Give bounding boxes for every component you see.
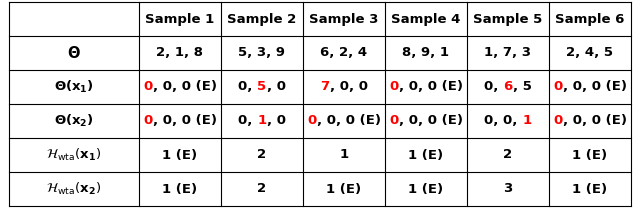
Text: $\mathcal{H}_\mathrm{wta}(\mathbf{x_1})$: $\mathcal{H}_\mathrm{wta}(\mathbf{x_1})$ <box>47 147 102 163</box>
Text: , 0, 0 (E): , 0, 0 (E) <box>152 80 216 94</box>
Text: Sample 3: Sample 3 <box>309 12 379 26</box>
Text: Sample 6: Sample 6 <box>556 12 625 26</box>
Text: , 5: , 5 <box>513 80 532 94</box>
Text: 1 (E): 1 (E) <box>408 182 444 196</box>
Text: Sample 1: Sample 1 <box>145 12 214 26</box>
Text: 5: 5 <box>257 80 267 94</box>
Text: 0: 0 <box>389 80 399 94</box>
Text: 6: 6 <box>504 80 513 94</box>
Text: 1: 1 <box>339 149 349 161</box>
Text: 1 (E): 1 (E) <box>163 182 198 196</box>
Text: 0, 0,: 0, 0, <box>484 114 522 128</box>
Text: 2: 2 <box>257 149 267 161</box>
Text: 2: 2 <box>257 182 267 196</box>
Text: 1 (E): 1 (E) <box>408 149 444 161</box>
Text: 0: 0 <box>307 114 317 128</box>
Text: 8, 9, 1: 8, 9, 1 <box>403 47 449 59</box>
Text: $\mathcal{H}_\mathrm{wta}(\mathbf{x_2})$: $\mathcal{H}_\mathrm{wta}(\mathbf{x_2})$ <box>47 181 102 197</box>
Text: , 0, 0 (E): , 0, 0 (E) <box>152 114 216 128</box>
Text: , 0, 0 (E): , 0, 0 (E) <box>563 114 627 128</box>
Text: $\mathbf{\Theta(x_1)}$: $\mathbf{\Theta(x_1)}$ <box>54 79 94 95</box>
Text: 2, 4, 5: 2, 4, 5 <box>566 47 614 59</box>
Text: 0: 0 <box>143 80 152 94</box>
Text: $\mathbf{\Theta}$: $\mathbf{\Theta}$ <box>67 45 81 61</box>
Text: 7: 7 <box>321 80 330 94</box>
Text: 0: 0 <box>389 114 399 128</box>
Text: 0: 0 <box>554 114 563 128</box>
Text: 2: 2 <box>504 149 513 161</box>
Text: 5, 3, 9: 5, 3, 9 <box>239 47 285 59</box>
Text: , 0, 0 (E): , 0, 0 (E) <box>399 114 463 128</box>
Text: , 0, 0: , 0, 0 <box>330 80 367 94</box>
Text: 1: 1 <box>522 114 532 128</box>
Text: , 0: , 0 <box>267 80 285 94</box>
Text: , 0, 0 (E): , 0, 0 (E) <box>563 80 627 94</box>
Text: 0: 0 <box>554 80 563 94</box>
Text: 1, 7, 3: 1, 7, 3 <box>484 47 531 59</box>
Text: 0: 0 <box>143 114 152 128</box>
Text: Sample 5: Sample 5 <box>474 12 543 26</box>
Text: 1 (E): 1 (E) <box>326 182 362 196</box>
Text: $\mathbf{\Theta(x_2)}$: $\mathbf{\Theta(x_2)}$ <box>54 113 94 129</box>
Text: 6, 2, 4: 6, 2, 4 <box>321 47 367 59</box>
Text: 0,: 0, <box>239 80 257 94</box>
Text: 0,: 0, <box>239 114 257 128</box>
Text: 3: 3 <box>504 182 513 196</box>
Text: , 0, 0 (E): , 0, 0 (E) <box>399 80 463 94</box>
Text: 2, 1, 8: 2, 1, 8 <box>157 47 204 59</box>
Text: 1 (E): 1 (E) <box>572 182 607 196</box>
Text: , 0, 0 (E): , 0, 0 (E) <box>317 114 381 128</box>
Text: , 0: , 0 <box>267 114 285 128</box>
Text: Sample 2: Sample 2 <box>227 12 296 26</box>
Text: 1 (E): 1 (E) <box>572 149 607 161</box>
Text: 1: 1 <box>257 114 267 128</box>
Text: 0,: 0, <box>484 80 504 94</box>
Text: 1 (E): 1 (E) <box>163 149 198 161</box>
Text: Sample 4: Sample 4 <box>391 12 461 26</box>
